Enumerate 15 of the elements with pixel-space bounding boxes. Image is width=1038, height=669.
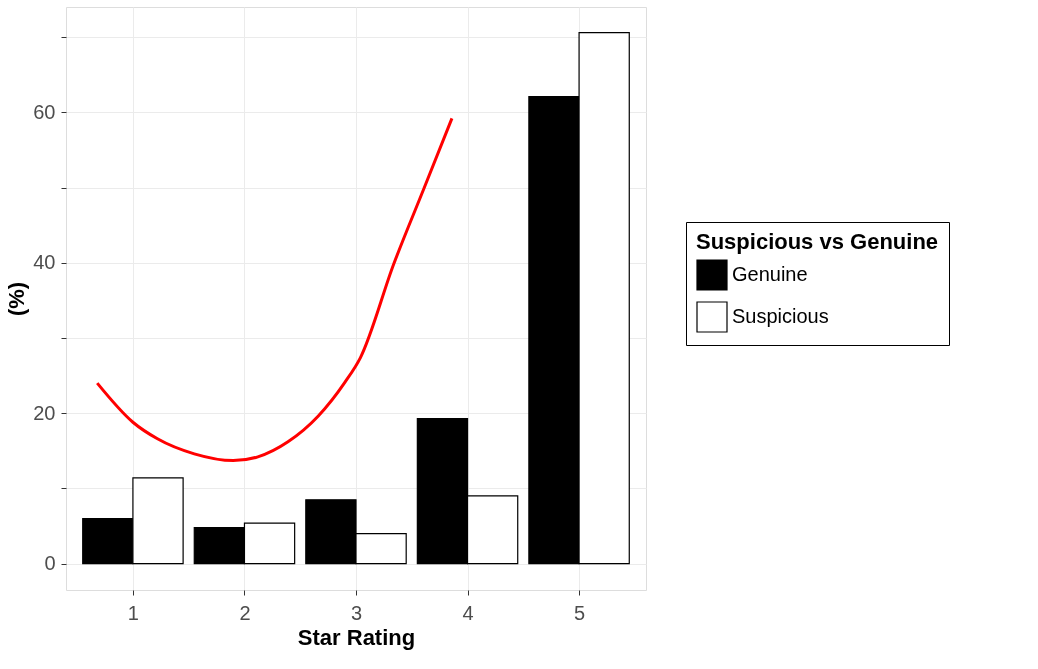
legend-label: Suspicious (732, 305, 829, 327)
x-tick-label: 5 (574, 601, 586, 624)
x-tick-label: 3 (350, 601, 363, 624)
y-tick-label: 40 (33, 251, 56, 274)
y-tick-label: 20 (33, 401, 56, 424)
y-tick-label: 60 (33, 100, 56, 123)
y-axis-title: (%) (4, 281, 30, 317)
y-tick-label: 0 (44, 552, 56, 575)
line-series (95, 116, 454, 463)
x-tick-label: 1 (127, 601, 139, 624)
x-tick-label: 4 (462, 601, 474, 624)
x-axis-title: Star Rating (297, 624, 416, 650)
x-tick-label: 2 (239, 601, 251, 624)
legend-label: Genuine (732, 263, 808, 285)
legend-title: Suspicious vs Genuine (696, 229, 939, 254)
